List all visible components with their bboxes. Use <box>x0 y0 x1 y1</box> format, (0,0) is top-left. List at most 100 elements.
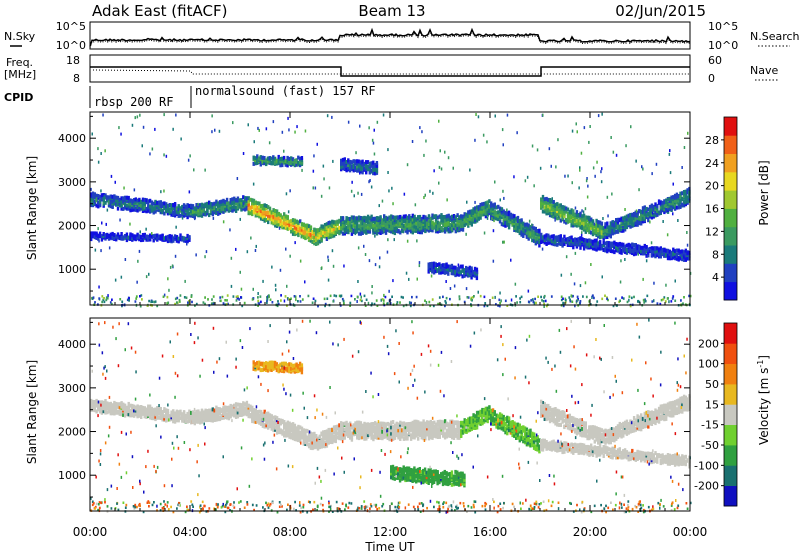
velocity-cell <box>293 431 297 436</box>
power-cell <box>469 168 471 172</box>
power-cell <box>215 199 218 204</box>
power-cell <box>361 165 364 170</box>
power-cell <box>548 240 552 245</box>
power-cell <box>461 221 465 226</box>
velocity-cell <box>270 414 273 419</box>
power-cell <box>615 221 618 226</box>
power-cell <box>576 295 579 299</box>
power-cell <box>200 202 204 207</box>
power-colorbar-tick-label: 16 <box>705 203 719 216</box>
velocity-cell <box>249 413 252 417</box>
power-cell <box>548 207 552 212</box>
power-cell <box>373 171 377 176</box>
power-cell <box>288 222 291 227</box>
power-cell <box>134 116 136 120</box>
power-cell <box>463 214 466 219</box>
power-cell <box>239 217 241 221</box>
power-cell <box>190 294 193 297</box>
power-cell <box>440 226 443 230</box>
power-cell <box>638 220 641 225</box>
velocity-cell <box>261 412 265 417</box>
power-cell <box>168 288 170 292</box>
velocity-cell <box>122 404 125 409</box>
power-cell <box>551 197 553 201</box>
power-cell <box>616 242 620 247</box>
power-cell <box>684 256 687 261</box>
power-cell <box>643 205 646 210</box>
power-cell <box>593 228 596 233</box>
velocity-cell <box>100 407 104 412</box>
power-cell <box>631 215 634 220</box>
velocity-cell <box>283 422 286 427</box>
velocity-cell <box>202 410 205 415</box>
power-cell <box>327 224 330 229</box>
velocity-cell <box>268 413 272 418</box>
power-cell <box>275 288 277 292</box>
power-cell <box>470 303 472 306</box>
power-cell <box>97 200 100 205</box>
power-cell <box>207 298 209 301</box>
velocity-cell <box>181 416 184 421</box>
power-cell <box>506 219 509 224</box>
power-cell <box>125 232 129 237</box>
power-cell <box>116 232 120 237</box>
power-cell <box>417 226 420 231</box>
power-cell <box>663 202 666 207</box>
power-cell <box>449 287 452 290</box>
power-cell <box>432 261 436 266</box>
power-cell <box>552 242 555 247</box>
power-cell <box>500 207 504 212</box>
velocity-cell <box>204 418 207 423</box>
velocity-cell <box>161 416 164 420</box>
power-cell <box>684 196 687 201</box>
velocity-cell <box>193 416 196 421</box>
power-cell <box>93 231 96 236</box>
velocity-cell <box>217 407 220 411</box>
power-cell <box>359 229 361 233</box>
power-cell <box>286 219 289 224</box>
power-cell <box>309 225 313 230</box>
power-cell <box>304 235 307 240</box>
power-cell <box>547 200 550 205</box>
power-cell <box>240 296 242 299</box>
power-colorbar-tick-label: 8 <box>712 248 719 261</box>
velocity-cell <box>252 412 256 417</box>
power-cell <box>263 156 266 160</box>
power-cell <box>381 199 384 203</box>
power-cell <box>234 206 238 210</box>
power-cell <box>445 214 449 219</box>
power-cell <box>368 162 371 167</box>
power-cell <box>414 203 417 207</box>
power-cell <box>657 252 661 257</box>
power-cell <box>329 220 332 225</box>
velocity-cell <box>138 408 141 413</box>
power-cell <box>115 237 118 242</box>
power-cell <box>627 217 630 222</box>
power-cell <box>129 222 131 226</box>
power-cell <box>139 113 141 117</box>
power-cell <box>274 283 277 287</box>
power-cell <box>365 160 368 165</box>
power-cell <box>438 119 440 123</box>
power-cell <box>586 223 589 228</box>
power-cell <box>345 167 348 172</box>
power-cell <box>272 214 275 219</box>
power-cell <box>408 219 411 224</box>
power-cell <box>482 201 486 206</box>
power-cell <box>563 242 566 246</box>
power-cell <box>327 228 330 233</box>
power-cell <box>252 287 254 291</box>
power-cell <box>634 246 637 251</box>
power-cell <box>461 274 464 279</box>
velocity-cell <box>154 417 157 422</box>
power-cell <box>343 220 346 225</box>
power-cell <box>510 258 512 262</box>
power-cell <box>543 205 546 210</box>
power-cell <box>380 298 382 302</box>
power-cell <box>466 266 470 271</box>
power-cell <box>493 215 496 220</box>
power-cell <box>531 226 534 230</box>
power-cell <box>559 213 562 218</box>
velocity-cell <box>215 405 218 410</box>
